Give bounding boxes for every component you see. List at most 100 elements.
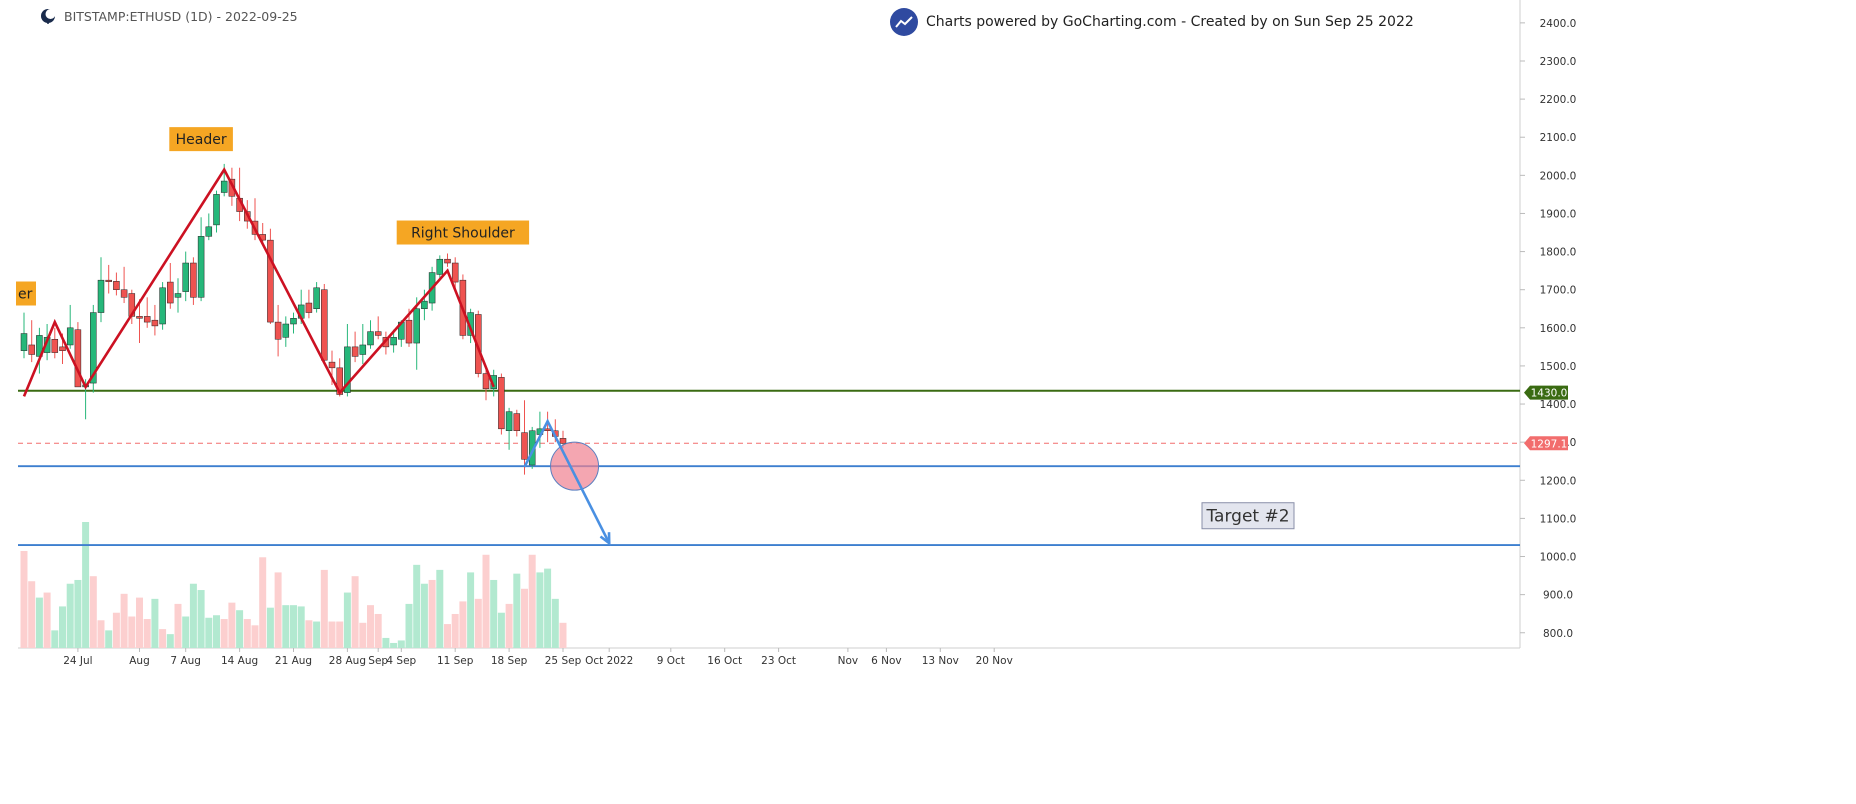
candle-body: [151, 319, 159, 327]
crescent-moon-icon: [40, 8, 56, 24]
candle-body: [120, 289, 128, 298]
candle-body: [544, 428, 551, 431]
pattern-label-box: [169, 127, 233, 152]
volume-bar: [59, 606, 66, 648]
volume-bar: [205, 617, 213, 648]
candle-body: [28, 344, 35, 355]
volume-bar: [382, 637, 390, 648]
volume-bar: [559, 622, 567, 648]
y-tick-label: 2000.0: [1540, 170, 1577, 182]
volume-bar: [82, 522, 90, 648]
volume-bar: [482, 554, 490, 648]
head-shoulders-pattern-line: [22, 167, 495, 397]
candle-body: [313, 287, 320, 310]
volume-bar: [20, 550, 28, 648]
candle-body: [505, 411, 513, 431]
candle-body: [205, 226, 213, 237]
y-tick-label: 1400.0: [1540, 399, 1577, 411]
candle-body: [66, 327, 74, 346]
candle-body: [167, 281, 174, 304]
candle-body: [482, 373, 490, 390]
volume-bar: [528, 554, 536, 648]
y-tick-label: 1200.0: [1540, 475, 1577, 487]
x-tick-label: 24 Jul: [63, 655, 92, 667]
volume-bar: [320, 569, 328, 648]
pattern-label: Header: [176, 132, 227, 148]
candle-body: [159, 287, 166, 325]
candle-body: [197, 236, 205, 298]
candle-body: [405, 319, 413, 344]
volume-bar: [182, 616, 190, 648]
pattern-label: er: [18, 287, 33, 303]
candle-body: [374, 331, 382, 336]
x-tick-label: 23 Oct: [761, 655, 796, 667]
volume-bar: [236, 610, 244, 648]
volume-bar: [197, 590, 205, 648]
candle-body: [59, 346, 66, 351]
price-badge-label: 1297.1: [1531, 438, 1568, 450]
candle-body: [367, 331, 374, 346]
volume-bar: [151, 598, 159, 648]
volume-bar: [220, 619, 228, 648]
candle-body: [390, 337, 397, 346]
volume-bar: [428, 579, 436, 648]
candle-body: [274, 321, 282, 340]
candle-body: [143, 316, 151, 323]
symbol-header: BITSTAMP:ETHUSD (1D) - 2022-09-25: [40, 8, 298, 24]
x-tick-label: 25 Sep: [545, 655, 582, 667]
volume-bar: [112, 612, 120, 648]
volume-bar: [505, 603, 513, 648]
y-tick-label: 900.0: [1543, 590, 1573, 602]
volume-bar: [89, 576, 97, 648]
x-tick-label: 13 Nov: [922, 655, 959, 667]
volume-bar: [374, 613, 382, 648]
candle-body: [90, 312, 97, 384]
volume-bar: [413, 564, 421, 648]
x-tick-label: Sep: [368, 655, 388, 667]
y-tick-label: 1000.0: [1540, 552, 1577, 564]
x-tick-label: 16 Oct: [707, 655, 742, 667]
volume-bar: [551, 598, 559, 648]
candle-body: [182, 262, 189, 292]
volume-bar: [544, 568, 552, 648]
volume-bar: [444, 624, 451, 648]
volume-bar: [243, 619, 251, 648]
x-tick-label: 7 Aug: [170, 655, 201, 667]
target-label-box: [1201, 502, 1295, 530]
candle-body: [213, 194, 220, 226]
x-tick-label: 4 Sep: [386, 655, 416, 667]
volume-bar: [420, 583, 428, 648]
x-tick-label: Nov: [838, 655, 859, 667]
y-tick-label: 1800.0: [1540, 247, 1577, 259]
y-tick-label: 2100.0: [1540, 132, 1577, 144]
volume-bar: [521, 588, 528, 648]
volume-bar: [405, 603, 413, 648]
candle-body: [344, 346, 351, 393]
volume-bar: [367, 605, 374, 648]
x-tick-label: 6 Nov: [871, 655, 902, 667]
volume-bar: [336, 621, 344, 648]
volume-bar: [189, 583, 197, 648]
candle-body: [290, 318, 297, 325]
gocharting-logo-icon[interactable]: [890, 8, 918, 36]
volume-bar: [74, 579, 82, 648]
volume-bar: [297, 606, 305, 648]
y-tick-label: 2200.0: [1540, 94, 1577, 106]
volume-bar: [474, 598, 482, 648]
candle-body: [305, 302, 313, 313]
volume-bar: [359, 622, 367, 648]
candle-body: [20, 333, 28, 351]
volume-bar: [343, 592, 351, 648]
volume-bar: [274, 572, 282, 648]
candle-body: [113, 281, 120, 290]
x-tick-label: Aug: [129, 655, 150, 667]
x-tick-label: 28 Aug: [329, 655, 366, 667]
candle-body: [421, 300, 428, 310]
volume-bar: [228, 602, 236, 648]
volume-bar: [251, 625, 259, 648]
projection-arrowhead: [599, 532, 611, 546]
volume-bar: [467, 572, 475, 648]
y-tick-label: 1700.0: [1540, 285, 1577, 297]
